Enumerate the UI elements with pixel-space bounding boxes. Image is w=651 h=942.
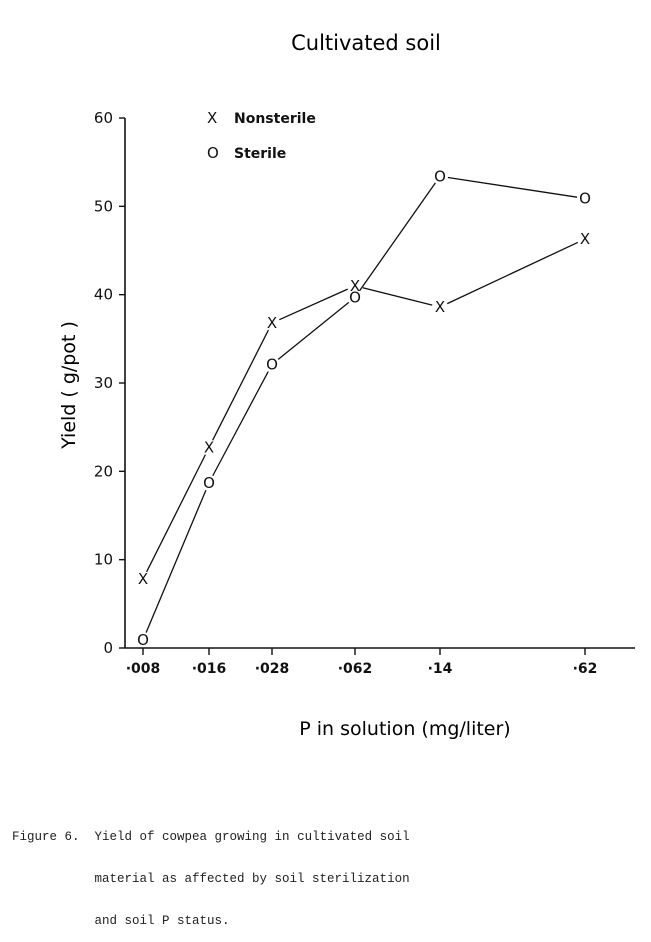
sterile-point: O	[579, 189, 591, 207]
y-axis-label: Yield ( g/pot )	[58, 321, 80, 450]
figure-caption: Figure 6. Yield of cowpea growing in cul…	[12, 802, 632, 942]
y-tick-label: 20	[94, 462, 113, 480]
x-tick-label: ·14	[428, 661, 453, 677]
nonsterile-point: X	[435, 298, 445, 316]
sterile-line-segment	[447, 176, 578, 198]
sterile-line-segment	[359, 182, 436, 292]
nonsterile-point: X	[350, 277, 360, 295]
sterile-point: O	[434, 167, 446, 185]
x-tick-label: ·062	[338, 661, 373, 677]
sterile-line-segment	[277, 301, 350, 360]
caption-line-2: material as affected by soil sterilizati…	[94, 872, 410, 886]
legend-label: Nonsterile	[234, 111, 316, 127]
nonsterile-line-segment	[279, 288, 348, 321]
sterile-line-segment	[212, 371, 269, 477]
caption-line-3: and soil P status.	[94, 914, 230, 928]
sterile-point: O	[266, 355, 278, 373]
nonsterile-point: X	[204, 438, 214, 456]
caption-label: Figure 6.	[12, 830, 80, 844]
caption-line-1: Yield of cowpea growing in cultivated so…	[94, 830, 410, 844]
sterile-point: O	[137, 631, 149, 649]
chart-legend: X Nonsterile O Sterile	[207, 109, 316, 162]
line-chart: Cultivated soil X Nonsterile O Sterile 0 10 2…	[58, 31, 635, 740]
nonsterile-point: X	[580, 230, 590, 248]
y-tick-label: 40	[94, 286, 113, 304]
sterile-point: O	[349, 288, 361, 306]
chart-title: Cultivated soil	[291, 31, 441, 55]
y-tick-label: 0	[103, 639, 113, 657]
nonsterile-line-segment	[212, 329, 269, 441]
nonsterile-point: X	[267, 314, 277, 332]
nonsterile-point: X	[138, 570, 148, 588]
sterile-point: O	[203, 474, 215, 492]
y-tick-label: 10	[94, 551, 113, 569]
legend-marker: O	[207, 144, 219, 162]
x-tick-label: ·008	[126, 661, 161, 677]
x-tick-label: ·016	[192, 661, 227, 677]
x-tick-label: ·028	[255, 661, 290, 677]
x-tick-label: ·62	[573, 661, 598, 677]
y-tick-label: 30	[94, 374, 113, 392]
nonsterile-line-segment	[446, 241, 579, 305]
y-tick-label: 60	[94, 109, 113, 127]
x-axis-label: P in solution (mg/liter)	[299, 718, 510, 740]
legend-marker: X	[207, 109, 217, 127]
nonsterile-line-segment	[146, 454, 206, 573]
sterile-line-segment	[145, 489, 207, 633]
y-tick-label: 50	[94, 197, 113, 215]
chart-axes: 0 10 20 30 40 50 60 ·008 ·016 ·028 ·062 ·14 ·62	[94, 109, 635, 677]
legend-label: Sterile	[234, 146, 286, 162]
nonsterile-line-segment	[362, 287, 433, 306]
